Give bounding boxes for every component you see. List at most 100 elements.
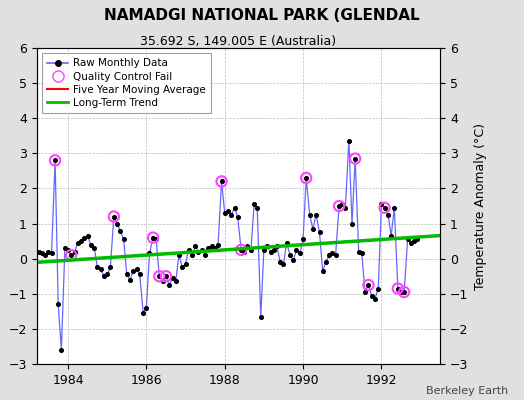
Point (403, 236, 412, 242)
Point (139, 310, 147, 316)
Point (309, 226, 317, 232)
Point (174, 252, 183, 258)
Point (73, 240, 82, 246)
Point (351, 156, 359, 162)
Point (345, 138, 353, 144)
Point (211, 245, 219, 251)
Point (224, 208, 232, 214)
Point (217, 178, 226, 185)
Point (119, 236, 128, 242)
Point (231, 204, 239, 211)
Point (71, 248, 79, 255)
Point (296, 250, 304, 257)
Point (250, 201, 258, 208)
Point (142, 305, 150, 311)
Point (159, 278, 167, 285)
Point (133, 266, 141, 272)
Point (397, 289, 405, 295)
Point (113, 220, 121, 227)
Point (116, 227, 124, 234)
Point (253, 204, 261, 211)
Point (282, 240, 291, 246)
Point (341, 204, 350, 211)
Point (149, 234, 157, 241)
Point (51, 157, 59, 164)
Point (47, 250, 56, 257)
Point (110, 213, 118, 220)
Point (67, 252, 75, 258)
Point (276, 259, 285, 265)
Point (286, 252, 294, 258)
Point (380, 204, 389, 211)
Point (266, 248, 275, 255)
Point (364, 282, 373, 288)
Point (178, 264, 187, 271)
Point (208, 243, 216, 250)
Point (407, 240, 415, 246)
Point (331, 252, 340, 258)
Point (312, 212, 320, 218)
Point (335, 203, 343, 209)
Point (103, 271, 112, 278)
Point (315, 229, 324, 236)
Point (106, 264, 115, 271)
Point (77, 238, 85, 244)
Point (136, 271, 144, 278)
Point (338, 201, 346, 208)
Point (44, 248, 52, 255)
Title: 35.692 S, 149.005 E (Australia): 35.692 S, 149.005 E (Australia) (140, 35, 336, 48)
Point (227, 212, 236, 218)
Point (188, 252, 196, 258)
Point (168, 275, 177, 281)
Point (184, 247, 193, 253)
Point (41, 252, 49, 258)
Point (80, 234, 89, 241)
Point (328, 250, 336, 257)
Point (61, 245, 69, 251)
Point (374, 285, 383, 292)
Point (348, 220, 356, 227)
Point (292, 247, 301, 253)
Point (302, 175, 310, 181)
Point (237, 247, 245, 253)
Point (217, 178, 226, 185)
Y-axis label: Temperature Anomaly (°C): Temperature Anomaly (°C) (474, 122, 487, 290)
Point (279, 261, 288, 267)
Point (400, 289, 408, 295)
Point (384, 212, 392, 218)
Point (263, 243, 271, 250)
Point (260, 247, 268, 253)
Text: NAMADGI NATIONAL PARK (GLENDAL: NAMADGI NATIONAL PARK (GLENDAL (104, 8, 420, 23)
Point (145, 250, 154, 257)
Point (357, 250, 366, 257)
Point (96, 266, 105, 272)
Point (305, 212, 314, 218)
Point (201, 252, 209, 258)
Point (165, 282, 173, 288)
Legend: Raw Monthly Data, Quality Control Fail, Five Year Moving Average, Long-Term Tren: Raw Monthly Data, Quality Control Fail, … (42, 53, 211, 113)
Point (214, 242, 222, 248)
Point (400, 289, 408, 295)
Point (204, 245, 212, 251)
Point (387, 233, 396, 239)
Point (335, 203, 343, 209)
Point (83, 233, 92, 239)
Point (394, 285, 402, 292)
Point (181, 261, 190, 267)
Point (162, 273, 170, 280)
Point (237, 247, 245, 253)
Point (257, 314, 265, 320)
Point (243, 243, 252, 250)
Point (302, 175, 310, 181)
Point (394, 285, 402, 292)
Point (240, 248, 248, 255)
Point (221, 210, 229, 216)
Point (90, 245, 99, 251)
Point (377, 201, 386, 208)
Point (191, 243, 200, 250)
Point (51, 157, 59, 164)
Point (322, 259, 330, 265)
Point (299, 236, 307, 242)
Point (325, 252, 333, 258)
Point (272, 243, 281, 250)
